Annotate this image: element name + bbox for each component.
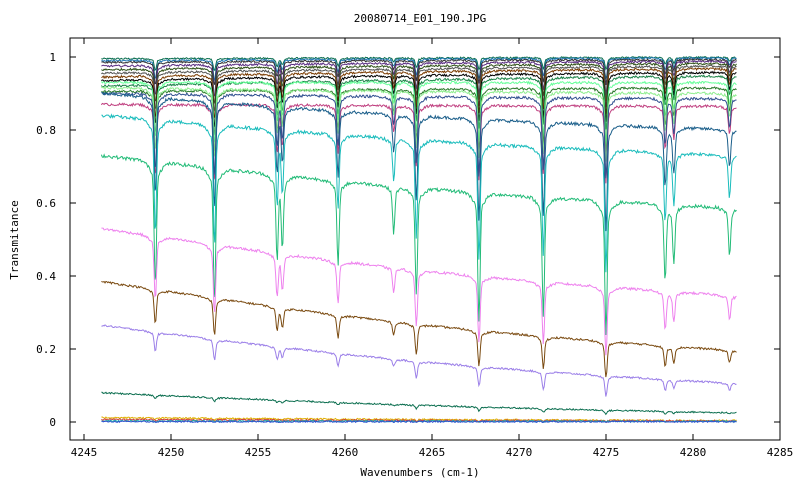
spectrum-series-line — [101, 64, 737, 112]
spectrum-series-line — [101, 418, 737, 424]
y-tick-label: 0.6 — [36, 197, 56, 210]
x-tick-label: 4250 — [158, 446, 185, 459]
x-axis-label: Wavenumbers (cm-1) — [360, 466, 479, 479]
spectrum-series-line — [100, 102, 737, 184]
plot-frame — [69, 37, 781, 441]
spectrum-series-line — [101, 324, 737, 397]
spectrum-series-line — [101, 391, 737, 416]
y-tick-label: 0.2 — [36, 343, 56, 356]
spectrum-series-line — [101, 59, 737, 97]
spectrum-series-line — [101, 91, 737, 179]
y-tick-label: 0 — [49, 416, 56, 429]
x-tick-label: 4245 — [71, 446, 98, 459]
spectrum-series-line — [101, 91, 737, 232]
y-tick-label: 1 — [49, 51, 56, 64]
spectrum-series-line — [100, 153, 737, 336]
spectrum-series-line — [101, 420, 737, 424]
spectrum-series-line — [101, 280, 737, 378]
spectrum-series-line — [101, 113, 737, 273]
y-axis-label: Transmitance — [8, 200, 21, 279]
x-tick-label: 4265 — [419, 446, 446, 459]
x-tick-label: 4285 — [767, 446, 794, 459]
spectrum-series-line — [101, 62, 737, 105]
spectrum-series-line — [101, 58, 737, 86]
x-tick-label: 4275 — [593, 446, 620, 459]
chart-title: 20080714_E01_190.JPG — [354, 12, 486, 25]
spectrum-series-line — [101, 227, 737, 356]
y-tick-label: 0.8 — [36, 124, 56, 137]
y-tick-label: 0.4 — [36, 270, 56, 283]
axis-ticks: 4245 4250 4255 4260 4265 4270 4275 4280 4285 0 0.2… — [36, 38, 793, 459]
spectrum-series-line — [101, 67, 737, 118]
spectrum-series-line — [101, 70, 737, 128]
spectrum-series-line — [101, 56, 737, 82]
series-group — [100, 55, 737, 424]
spectrum-series-line — [101, 86, 737, 162]
x-tick-label: 4280 — [680, 446, 707, 459]
spectrum-series-line — [100, 80, 737, 145]
x-tick-label: 4255 — [245, 446, 272, 459]
x-tick-label: 4260 — [332, 446, 359, 459]
x-tick-label: 4270 — [506, 446, 533, 459]
